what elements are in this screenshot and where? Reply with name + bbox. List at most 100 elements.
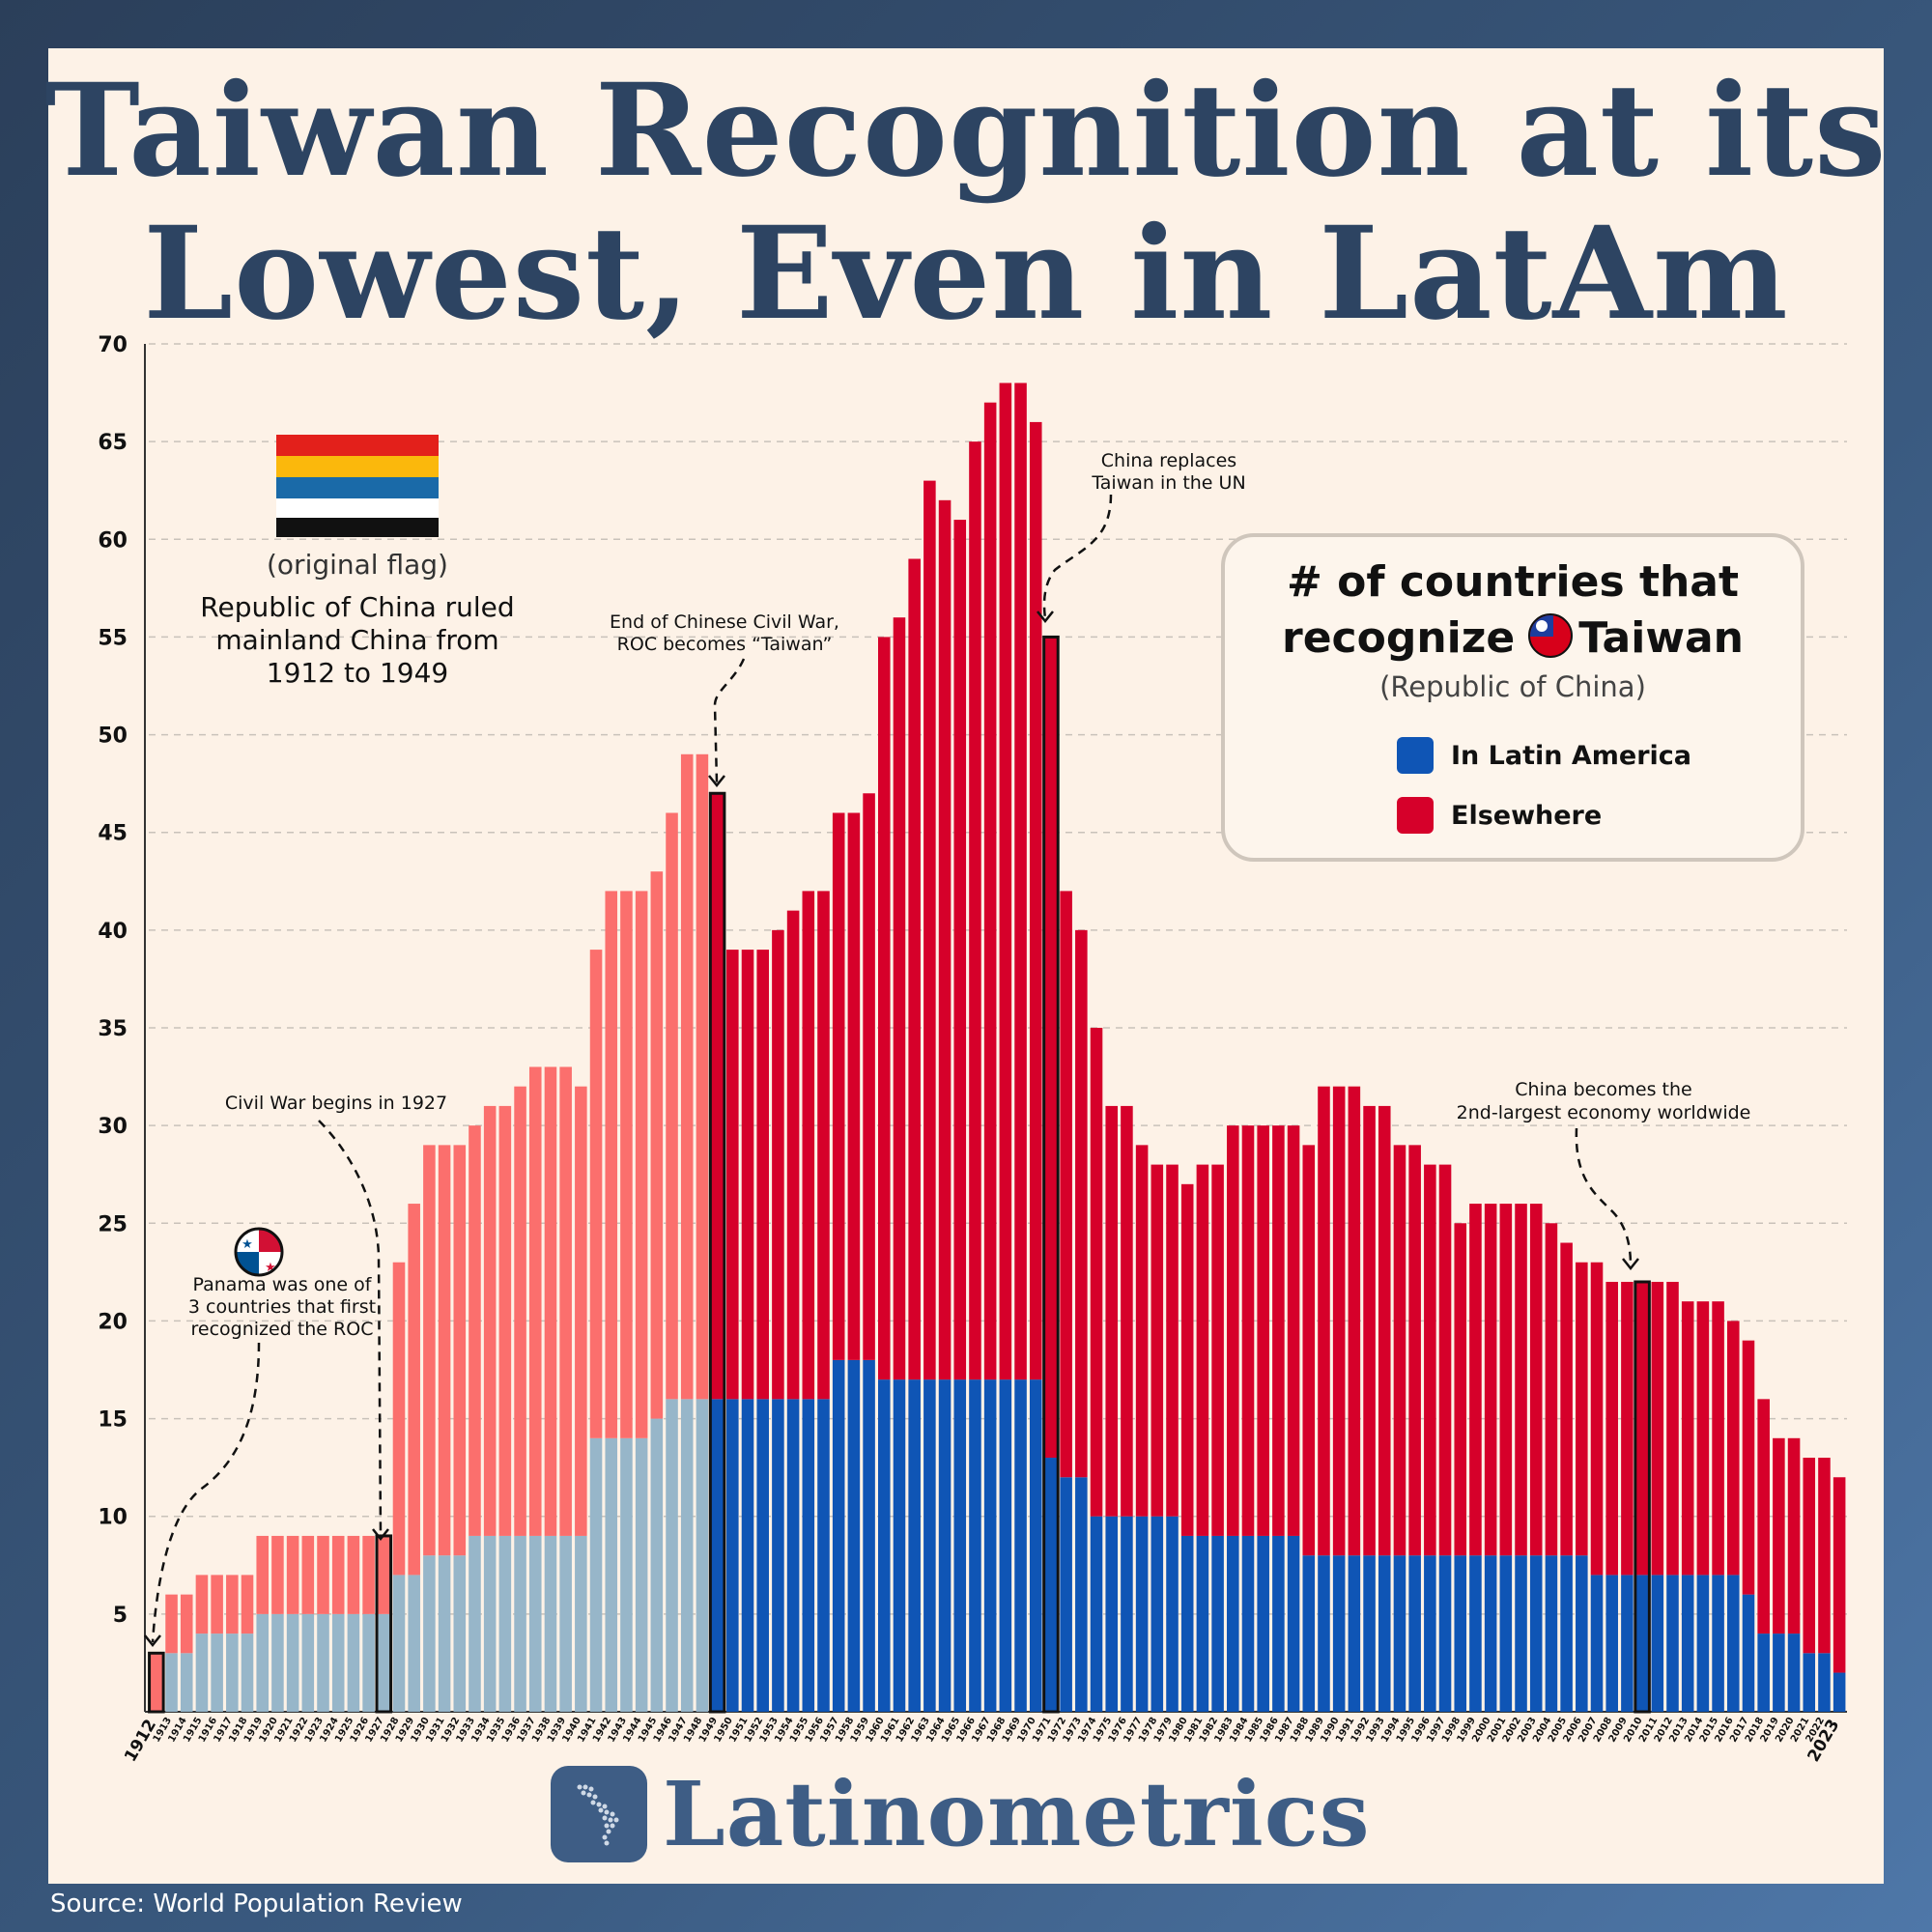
panama-note-line-3: recognized the ROC [191,1319,374,1340]
roc-note-line-1: Republic of China ruled [200,591,514,623]
bar-highlight-2010 [1634,1280,1651,1714]
bar-latam-1937 [528,1535,542,1712]
bar-latam-1967 [983,1379,997,1712]
legend-subtitle: (Republic of China) [1379,670,1646,703]
bar-elsewhere-2003 [1529,1204,1543,1556]
bar-latam-1950 [726,1399,739,1712]
economy-arrow [1575,1127,1633,1266]
bar-latam-2010 [1635,1575,1649,1712]
bar-elsewhere-2022 [1818,1458,1831,1654]
bar-elsewhere-1992 [1363,1105,1376,1556]
bar-latam-1957 [832,1359,845,1712]
bar-elsewhere-1972 [1060,891,1072,1478]
bar-elsewhere-2016 [1726,1321,1740,1576]
svg-text:★: ★ [265,1261,276,1275]
bar-elsewhere-1955 [802,891,815,1400]
bar-latam-1972 [1060,1477,1072,1712]
bar-latam-1939 [559,1535,572,1712]
bar-elsewhere-1987 [1287,1125,1300,1536]
bar-elsewhere-2018 [1757,1399,1770,1634]
bar-elsewhere-1969 [1014,383,1027,1380]
bar-latam-1955 [802,1399,815,1712]
civil-war-end-line-2: ROC becomes “Taiwan” [617,634,833,655]
bar-elsewhere-1944 [635,891,648,1438]
bar-latam-1919 [256,1613,270,1712]
legend: # of countries that recognize Taiwan (Rep… [1221,533,1804,862]
bar-latam-1958 [847,1359,861,1712]
bar-elsewhere-1981 [1196,1164,1209,1536]
bar-latam-1983 [1227,1535,1239,1712]
bar-elsewhere-1980 [1180,1183,1194,1536]
legend-swatch-latam [1397,737,1434,774]
bar-latam-2015 [1712,1575,1724,1712]
bar-elsewhere-1923 [317,1535,329,1614]
bar-latam-2000 [1484,1555,1497,1712]
bar-elsewhere-1949 [711,793,724,1400]
bar-elsewhere-2019 [1773,1437,1785,1634]
bar-elsewhere-1957 [832,812,845,1360]
legend-title-line-2: recognize Taiwan [1225,611,1801,667]
bar-latam-1948 [696,1399,709,1712]
bar-elsewhere-1993 [1378,1105,1391,1556]
bar-latam-1995 [1408,1555,1421,1712]
y-tick-label: 10 [98,1506,128,1530]
bar-latam-1941 [589,1437,603,1712]
bar-elsewhere-1958 [847,812,861,1360]
bar-latam-1946 [666,1399,678,1712]
bar-elsewhere-2004 [1545,1223,1558,1556]
bar-latam-1959 [863,1359,875,1712]
bar-elsewhere-1934 [483,1105,497,1536]
bar-elsewhere-1974 [1090,1028,1103,1517]
legend-label-latam: In Latin America [1451,740,1692,771]
panama-note-line-1: Panama was one of [193,1274,373,1295]
bar-latam-1944 [635,1437,648,1712]
bar-latam-1979 [1166,1516,1179,1712]
bar-elsewhere-1936 [514,1086,526,1536]
bar-latam-1933 [469,1535,481,1712]
bar-elsewhere-1918 [241,1575,254,1634]
bar-latam-2020 [1787,1634,1801,1712]
bar-elsewhere-1998 [1454,1223,1467,1556]
bar-elsewhere-1920 [271,1535,284,1614]
bar-elsewhere-1965 [953,520,967,1380]
legend-item-elsewhere: Elsewhere [1397,796,1602,835]
flag-caption: (original flag) [267,549,448,581]
bar-elsewhere-1976 [1121,1105,1133,1517]
bar-latam-1999 [1469,1555,1482,1712]
bar-latam-1993 [1378,1555,1391,1712]
bar-elsewhere-2000 [1484,1204,1497,1556]
bar-latam-1981 [1196,1535,1209,1712]
y-tick-label: 50 [98,724,128,749]
bar-latam-1929 [408,1575,420,1712]
panama-arrow [151,1342,261,1643]
bar-elsewhere-1919 [256,1535,270,1614]
bar-elsewhere-1929 [408,1204,420,1576]
bar-latam-1935 [498,1535,512,1712]
bar-latam-2017 [1742,1594,1755,1712]
bar-latam-1916 [211,1634,223,1712]
bar-latam-1963 [923,1379,936,1712]
bar-elsewhere-1951 [741,950,754,1400]
bar-latam-1973 [1075,1477,1088,1712]
bar-latam-2006 [1576,1555,1588,1712]
bar-latam-1980 [1180,1535,1194,1712]
bar-latam-2008 [1605,1575,1618,1712]
bar-latam-1989 [1318,1555,1330,1712]
bar-latam-1962 [908,1379,921,1712]
bar-elsewhere-1986 [1272,1125,1285,1536]
bar-elsewhere-1914 [180,1594,193,1654]
bar-elsewhere-1985 [1257,1125,1269,1536]
civil-war-end-line-1: End of Chinese Civil War, [610,611,839,633]
un-arrow [1042,494,1113,619]
bar-elsewhere-1988 [1302,1145,1316,1556]
bar-elsewhere-1967 [983,402,997,1380]
bar-latam-1976 [1121,1516,1133,1712]
bar-elsewhere-1959 [863,793,875,1360]
bar-latam-1991 [1348,1555,1361,1712]
bar-elsewhere-1935 [498,1105,512,1536]
y-tick-label: 60 [98,528,128,553]
bar-latam-1977 [1135,1516,1149,1712]
bar-elsewhere-1962 [908,558,921,1380]
bar-elsewhere-2020 [1787,1437,1801,1634]
bar-elsewhere-2005 [1560,1242,1573,1556]
